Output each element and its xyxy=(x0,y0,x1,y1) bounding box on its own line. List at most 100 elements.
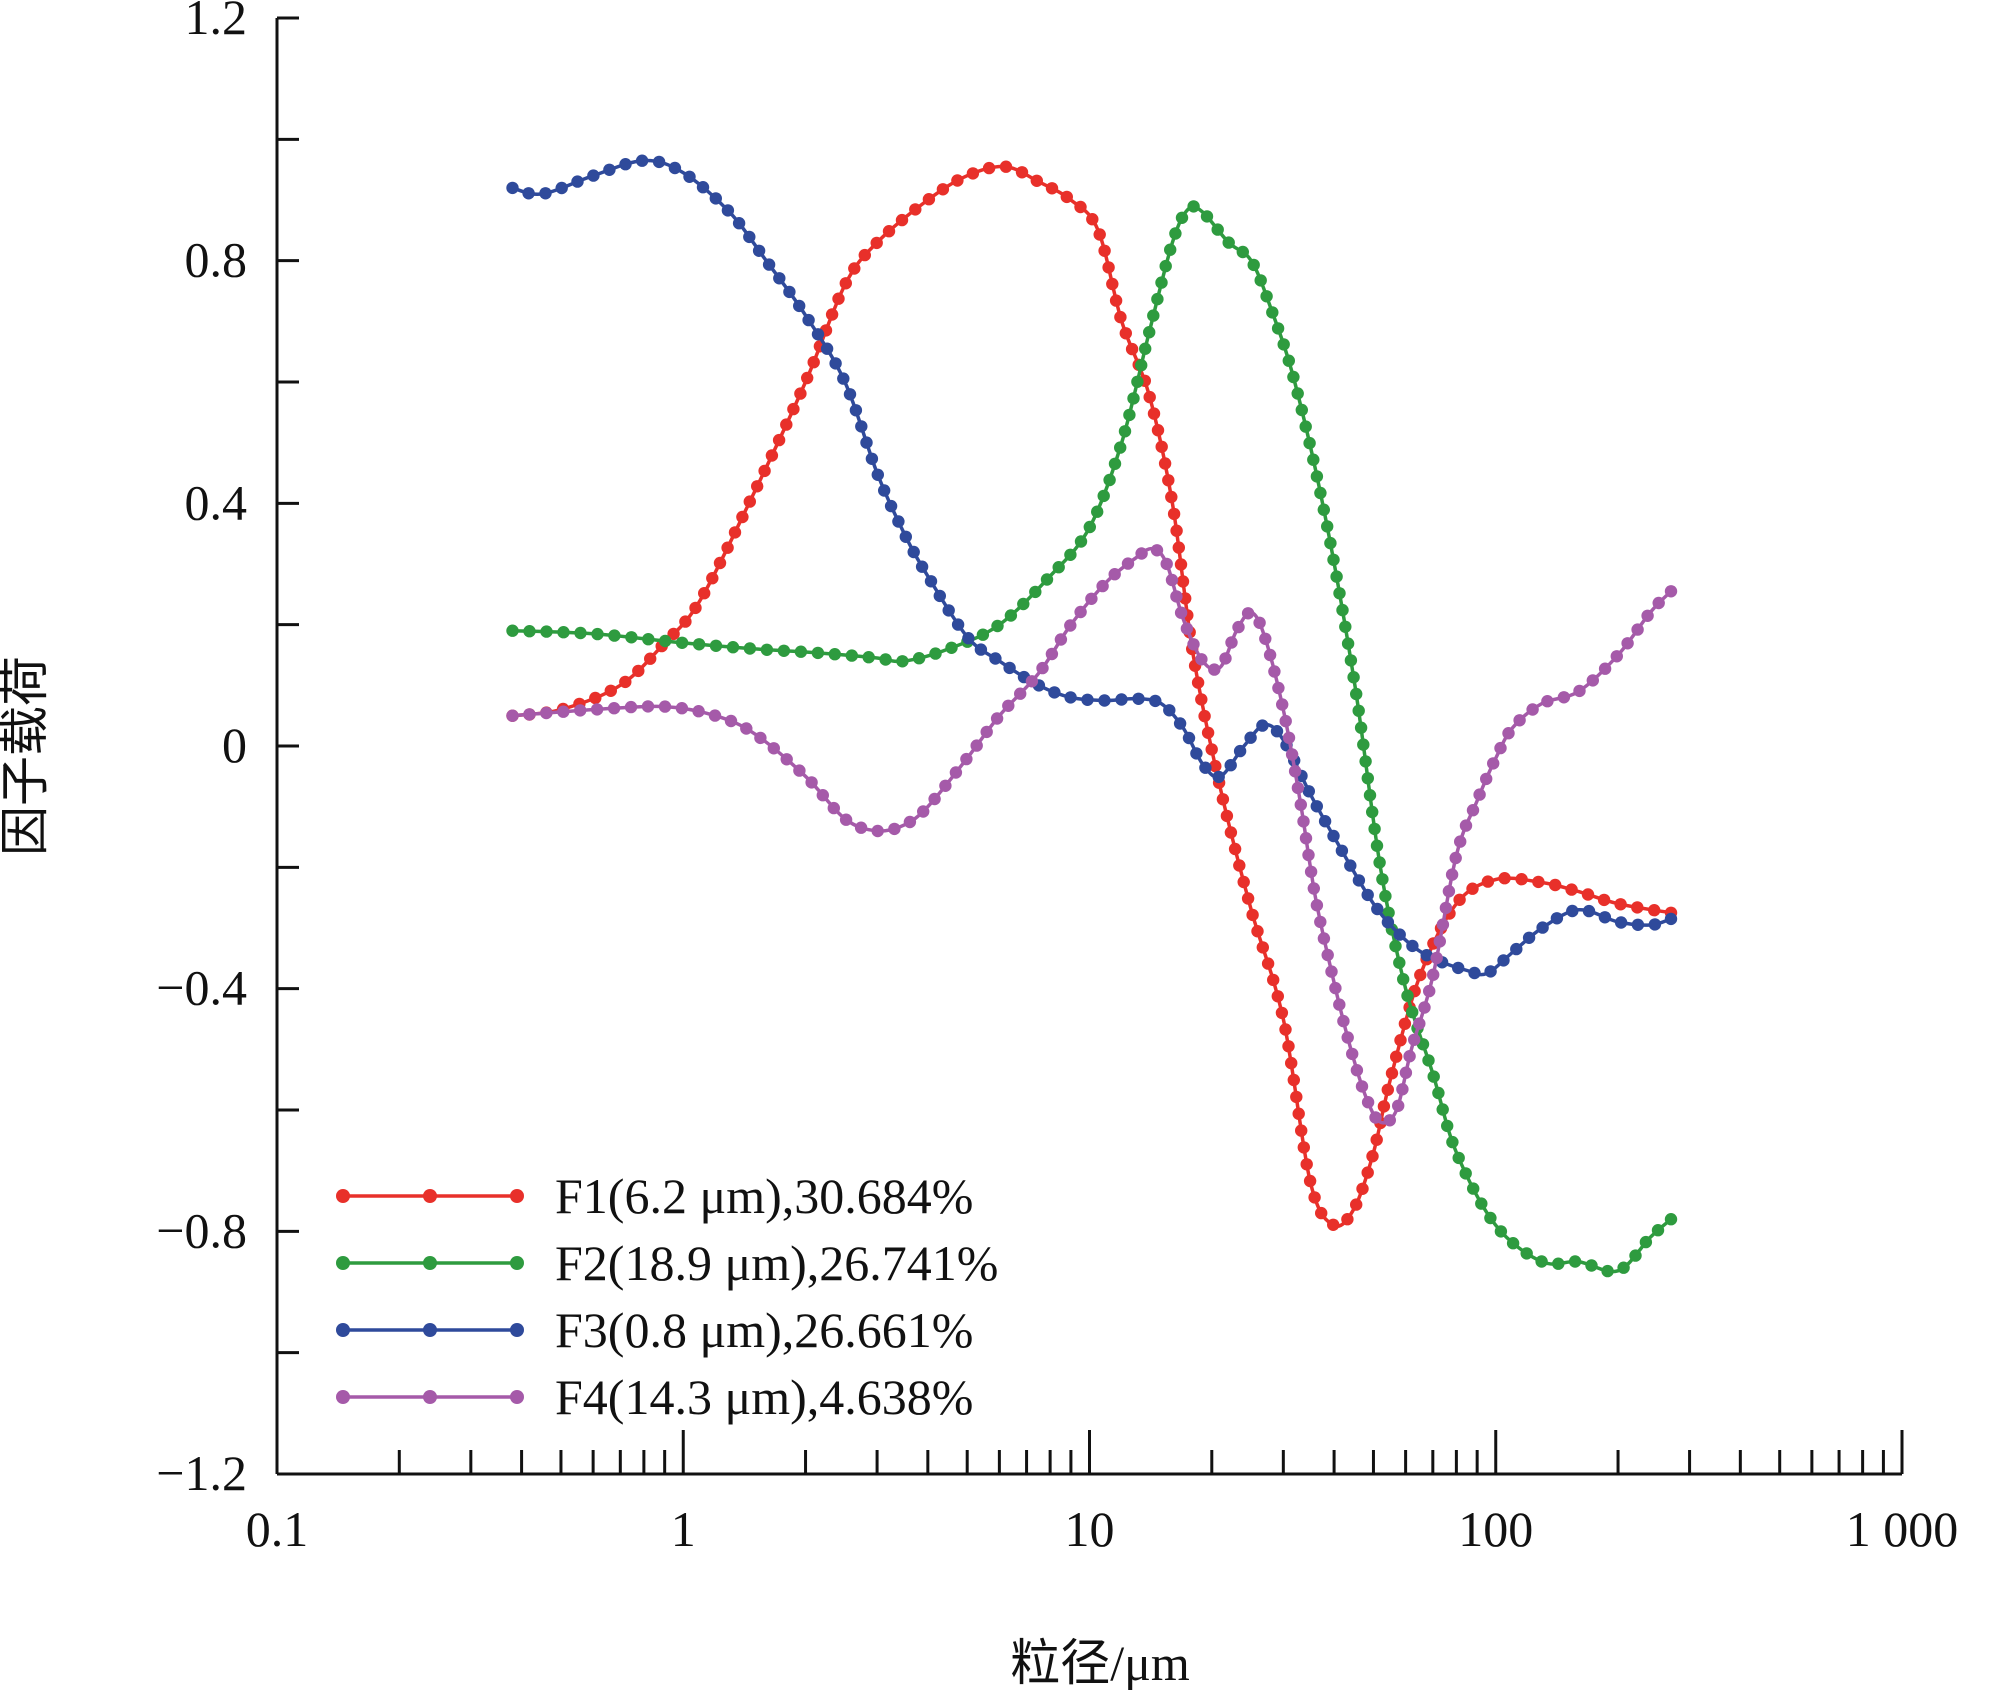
data-point xyxy=(1300,1158,1313,1171)
data-point xyxy=(1199,761,1212,774)
data-point xyxy=(1237,875,1250,889)
data-point xyxy=(642,633,655,646)
data-point xyxy=(1346,1047,1359,1061)
data-point xyxy=(1170,590,1183,603)
data-point xyxy=(1195,653,1208,666)
data-point xyxy=(1565,883,1578,896)
data-point xyxy=(1091,505,1104,518)
data-point xyxy=(1510,942,1523,956)
data-point xyxy=(1205,743,1218,756)
data-point xyxy=(1325,965,1338,978)
data-point xyxy=(1081,693,1094,706)
data-point xyxy=(942,604,955,617)
data-point xyxy=(1427,968,1440,981)
data-point xyxy=(1285,1056,1298,1070)
legend-item-1: F1(6.2 μm),30.684% xyxy=(336,1168,973,1224)
data-point xyxy=(849,404,863,417)
data-point xyxy=(1484,965,1497,978)
data-point xyxy=(506,709,519,722)
data-point xyxy=(1327,1218,1340,1232)
data-point xyxy=(624,700,638,714)
data-point xyxy=(1212,770,1225,784)
data-point xyxy=(1357,738,1370,751)
data-point xyxy=(884,499,898,513)
data-point xyxy=(1350,1064,1364,1077)
data-point xyxy=(726,641,740,654)
data-point xyxy=(736,510,749,524)
legend-label: F4(14.3 μm),4.638% xyxy=(555,1369,973,1425)
data-point xyxy=(1389,939,1402,953)
data-point xyxy=(1225,636,1238,649)
data-point xyxy=(1180,622,1194,635)
data-point xyxy=(827,801,840,815)
data-point xyxy=(1270,725,1284,738)
data-point xyxy=(1432,1086,1445,1100)
data-point xyxy=(1114,441,1127,454)
data-point xyxy=(1263,648,1277,662)
data-point xyxy=(591,627,604,641)
data-point xyxy=(1480,772,1493,786)
data-point xyxy=(1430,951,1443,965)
data-point xyxy=(1224,759,1237,772)
data-point xyxy=(1232,620,1245,634)
data-point xyxy=(758,464,771,478)
legend-swatch-dot xyxy=(423,1189,437,1203)
data-point xyxy=(709,639,723,652)
data-point xyxy=(762,258,776,271)
data-point xyxy=(1150,544,1164,557)
data-point xyxy=(903,815,917,829)
y-axis-title: 因子载荷 xyxy=(0,656,53,856)
data-point xyxy=(696,181,710,194)
data-point xyxy=(989,652,1002,665)
data-point xyxy=(706,572,719,585)
data-point xyxy=(523,625,536,638)
data-point xyxy=(871,824,884,838)
data-point xyxy=(1598,911,1612,924)
data-point xyxy=(1096,579,1109,593)
data-point xyxy=(1317,503,1331,516)
data-point xyxy=(635,154,649,167)
data-point xyxy=(1253,616,1266,629)
data-point xyxy=(939,779,952,792)
data-point xyxy=(590,703,604,716)
data-point xyxy=(1074,200,1087,214)
data-point xyxy=(1169,227,1182,240)
data-point xyxy=(1209,759,1222,773)
legend-label: F2(18.9 μm),26.741% xyxy=(555,1235,998,1291)
data-point xyxy=(1282,731,1296,744)
data-point xyxy=(1318,815,1332,828)
data-point xyxy=(1287,370,1300,384)
data-point xyxy=(1641,609,1654,622)
data-point xyxy=(1370,839,1384,852)
data-point xyxy=(1211,223,1224,236)
data-point xyxy=(787,402,800,416)
data-point xyxy=(1359,755,1372,768)
data-point xyxy=(780,418,793,431)
data-point xyxy=(1201,726,1215,739)
data-point xyxy=(1598,662,1612,675)
data-point xyxy=(982,161,996,175)
data-point xyxy=(1371,902,1384,916)
data-point xyxy=(1254,274,1267,287)
data-point xyxy=(641,700,655,713)
data-point xyxy=(1162,474,1175,487)
data-point xyxy=(1268,665,1281,678)
data-point xyxy=(1381,916,1395,929)
data-point xyxy=(1568,1255,1582,1268)
data-point xyxy=(811,328,825,341)
data-point xyxy=(675,636,689,649)
data-point xyxy=(1040,573,1054,586)
legend-swatch-dot xyxy=(423,1256,437,1270)
data-point xyxy=(878,484,891,497)
data-point xyxy=(1285,748,1299,761)
data-point xyxy=(1295,403,1309,417)
data-point xyxy=(1498,872,1511,885)
data-point xyxy=(1163,704,1176,717)
data-point xyxy=(557,705,570,718)
data-point xyxy=(1093,228,1106,241)
data-point xyxy=(962,632,975,645)
data-point xyxy=(1275,1006,1289,1020)
data-point xyxy=(1651,1224,1665,1237)
data-point xyxy=(721,204,735,217)
legend-item-3: F3(0.8 μm),26.661% xyxy=(336,1302,973,1358)
